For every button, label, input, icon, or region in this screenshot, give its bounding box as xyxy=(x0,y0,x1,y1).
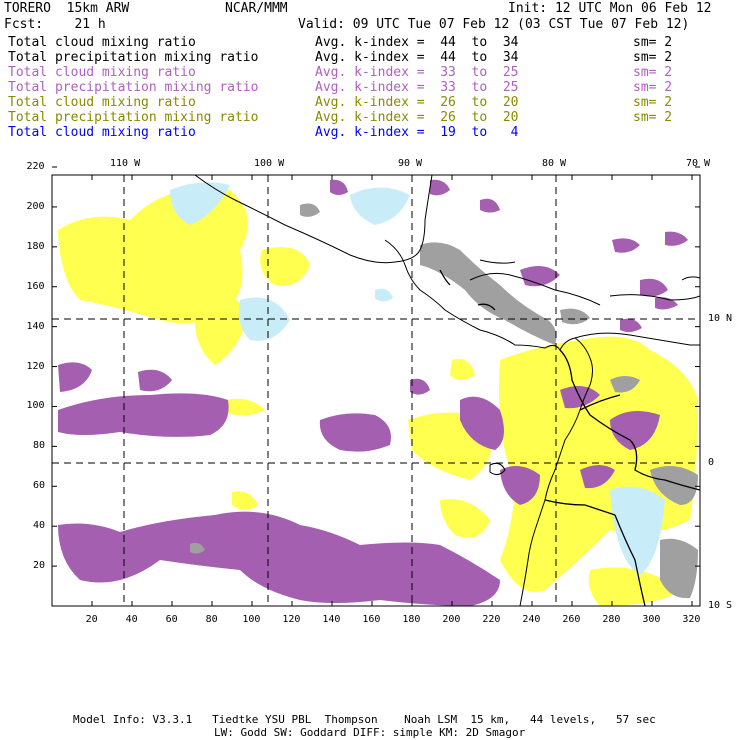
physics-info: LW: Godd SW: Goddard DIFF: simple KM: 2D… xyxy=(214,726,526,739)
longitude-label: 90 W xyxy=(398,158,423,169)
x-tick-label: 220 xyxy=(482,614,501,625)
y-tick-label: 60 xyxy=(33,480,46,492)
y-tick-label: 100 xyxy=(26,400,45,412)
legend-kindex: Avg. k-index = 44 to 34 xyxy=(315,35,519,50)
x-tick-label: 20 xyxy=(85,614,98,625)
x-tick-label: 80 xyxy=(205,614,218,625)
y-tick-label: 20 xyxy=(33,560,46,572)
legend-smoothing: sm= 2 xyxy=(633,95,673,110)
legend-smoothing: sm= 2 xyxy=(633,35,673,50)
legend-kindex: Avg. k-index = 19 to 4 xyxy=(315,125,519,140)
legend-field-name: Total cloud mixing ratio xyxy=(8,95,196,110)
x-tick-label: 240 xyxy=(522,614,541,625)
cloud-field-purple xyxy=(58,179,688,606)
legend-field-name: Total cloud mixing ratio xyxy=(8,35,196,50)
x-tick-label: 120 xyxy=(282,614,301,625)
y-tick-label: 80 xyxy=(33,440,46,452)
y-tick-label: 40 xyxy=(33,520,46,532)
legend-kindex: Avg. k-index = 26 to 20 xyxy=(315,95,519,110)
x-tick-label: 60 xyxy=(165,614,178,625)
legend-field-name: Total precipitation mixing ratio xyxy=(8,80,259,95)
y-tick-label: 120 xyxy=(26,360,45,372)
plot-frame xyxy=(51,174,701,607)
x-tick-label: 40 xyxy=(125,614,138,625)
y-tick-label: 140 xyxy=(26,320,45,332)
legend-smoothing: sm= 2 xyxy=(633,80,673,95)
legend-field-name: Total cloud mixing ratio xyxy=(8,125,196,140)
latitude-label: 0 xyxy=(708,457,715,468)
longitude-label: 80 W xyxy=(542,158,567,169)
x-tick-label: 180 xyxy=(402,614,421,625)
latitude-label: 10 N xyxy=(708,313,733,324)
x-tick-label: 100 xyxy=(242,614,261,625)
x-tick-label: 280 xyxy=(602,614,621,625)
y-tick-label: 220 xyxy=(26,161,45,173)
legend-kindex: Avg. k-index = 26 to 20 xyxy=(315,110,519,125)
latitude-label: 10 S xyxy=(708,600,733,611)
org-label: NCAR/MMM xyxy=(225,1,288,16)
legend-kindex: Avg. k-index = 33 to 25 xyxy=(315,80,519,95)
longitude-label: 110 W xyxy=(110,158,141,169)
x-tick-label: 260 xyxy=(562,614,581,625)
y-tick-label: 180 xyxy=(26,240,45,252)
legend-smoothing: sm= 2 xyxy=(633,65,673,80)
legend-smoothing: sm= 2 xyxy=(633,50,673,65)
legend-field-name: Total precipitation mixing ratio xyxy=(8,50,259,65)
x-tick-label: 140 xyxy=(322,614,341,625)
x-tick-label: 320 xyxy=(682,614,701,625)
cloud-field-lightblue xyxy=(170,182,665,575)
lat-lon-grid xyxy=(52,175,700,606)
y-tick-label: 200 xyxy=(26,200,45,212)
model-title: TORERO 15km ARW xyxy=(4,1,130,16)
x-tick-label: 300 xyxy=(642,614,661,625)
legend-smoothing: sm= 2 xyxy=(633,110,673,125)
legend-field-name: Total precipitation mixing ratio xyxy=(8,110,259,125)
longitude-label: 100 W xyxy=(254,158,285,169)
x-tick-label: 200 xyxy=(442,614,461,625)
longitude-label: 70 W xyxy=(686,158,711,169)
forecast-hour: Fcst: 21 h xyxy=(4,17,106,32)
y-tick-label: 160 xyxy=(26,280,45,292)
init-time: Init: 12 UTC Mon 06 Feb 12 xyxy=(508,1,712,16)
country-borders xyxy=(439,269,700,606)
valid-time: Valid: 09 UTC Tue 07 Feb 12 (03 CST Tue … xyxy=(298,17,690,32)
x-tick-label: 160 xyxy=(362,614,381,625)
model-info: Model Info: V3.3.1 Tiedtke YSU PBL Thomp… xyxy=(73,713,656,726)
legend-kindex: Avg. k-index = 44 to 34 xyxy=(315,50,519,65)
legend-field-name: Total cloud mixing ratio xyxy=(8,65,196,80)
coastlines xyxy=(194,175,700,606)
legend-kindex: Avg. k-index = 33 to 25 xyxy=(315,65,519,80)
